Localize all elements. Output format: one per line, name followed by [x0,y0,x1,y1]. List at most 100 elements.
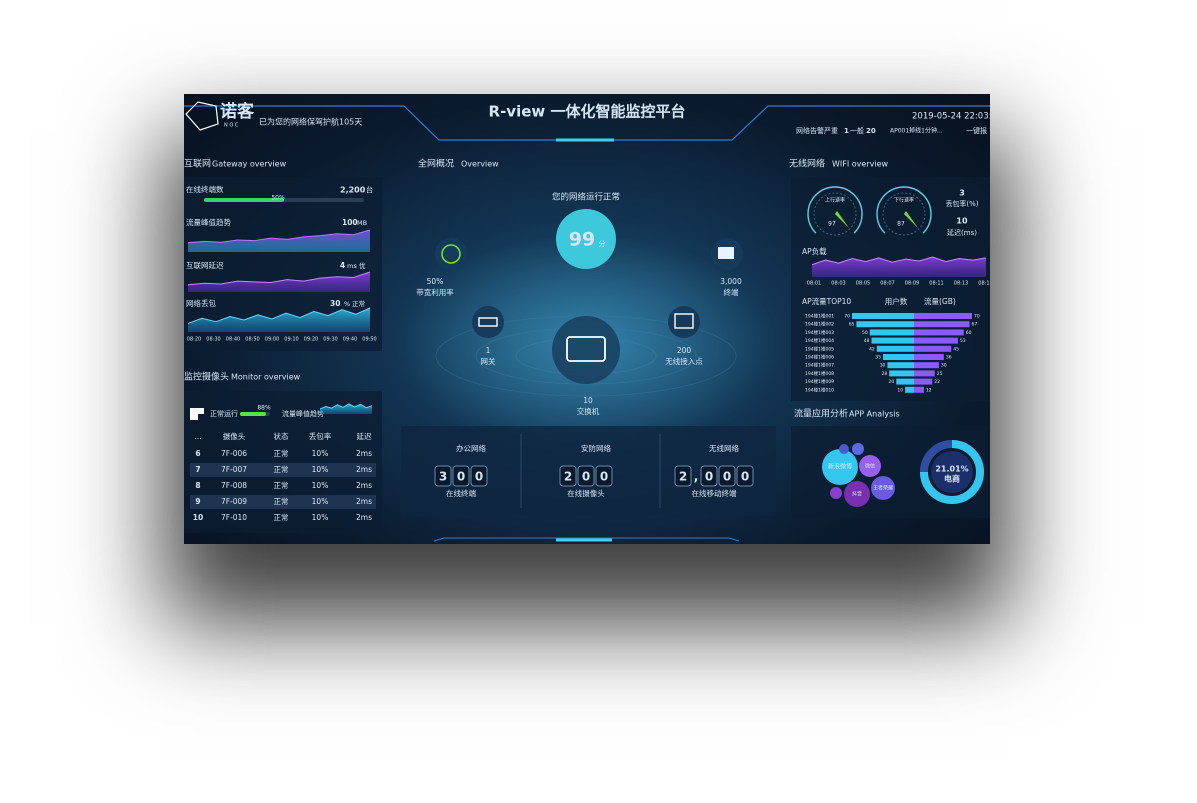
time-label: 08:07 [880,281,894,287]
trend-line [319,403,373,410]
bubble [830,487,842,499]
ap-icon [674,313,694,329]
logo: 诺客 [220,101,255,122]
tagline: 已为您的网络保驾护航105天 [259,117,362,127]
bar [852,313,914,319]
trend-area [812,257,986,277]
alert-severe: 1 [844,127,849,135]
bar [871,337,914,344]
bar [889,370,914,377]
digit-box [595,465,613,487]
label: 台 [366,185,373,194]
digit-box [434,465,452,487]
table-cell: 7F-009 [221,497,247,506]
time-label: 09:50 [362,337,376,343]
network-label: 在线终端 [446,488,476,498]
digit-box [736,465,754,487]
node-value: 1 [486,346,491,355]
table-cell: 10% [312,465,329,474]
network-name: 安防网络 [581,443,611,453]
value-label: 30 [941,363,947,369]
value-label: 20 [889,379,895,385]
terminal-icon [718,247,734,259]
percent: 50% [271,195,285,202]
time-label: 08:09 [905,281,919,287]
digit-box [577,465,595,487]
row-name: 194楼1楼001 [805,313,834,320]
bubble [859,455,881,477]
time-label: 08:03 [831,281,845,287]
score-circle [556,209,616,269]
donut-arc [920,440,984,504]
section-subtitle: Overview [461,160,499,169]
table-cell: 2ms [356,481,372,490]
time-label: 09:40 [343,337,357,343]
section-subtitle: Gateway overview [212,160,287,169]
time-label: 08:01 [807,281,821,287]
digit-box [674,465,692,487]
icon-bg [552,316,620,384]
value-label: 65 [849,322,855,328]
logo-sub: N O C [224,123,239,129]
digit: , [694,470,699,484]
bar [876,345,914,352]
bar [914,386,924,393]
bubble [871,476,895,500]
bubble-label: 王者荣耀 [873,485,893,492]
value-label: 70 [974,314,980,320]
label: 网络丢包 [186,298,216,308]
time-label: 08:20 [187,337,201,343]
value-label: 53 [960,338,966,344]
gauge-label: 上行速率 [825,197,845,204]
section-title: 互联网 [184,159,211,170]
progress-fill [204,198,284,202]
panel [184,391,382,533]
digit-box [470,465,488,487]
digit: 0 [600,470,608,484]
value: 10 [956,217,968,226]
label: 丢包率(%) [945,199,978,208]
time-label: 08:30 [206,337,220,343]
value: 3 [959,189,965,198]
score-unit: 分 [599,239,606,248]
label: % [344,300,350,308]
gauge-inner [882,192,926,236]
value: 30 [330,299,340,308]
table-header: 丢包率 [309,431,332,441]
row-name: 194楼1楼004 [805,337,834,344]
table-cell: 正常 [274,449,289,458]
alert-label: 网络告警严重 [796,126,838,135]
time-label: 09:00 [265,337,279,343]
share-label: 电商 [944,474,960,484]
node-label: 交换机 [577,406,600,416]
time-label: 09:10 [284,337,298,343]
digit-box [700,465,718,487]
value: 4 [340,261,345,270]
router-icon [478,317,498,327]
datetime: 2019-05-24 22:03:35 [912,112,990,122]
bubble [844,481,870,507]
table-cell: 正常 [274,513,289,522]
camera-icon [190,408,204,420]
alert-message: AP001掉线1分钟... [890,127,943,135]
table-cell: 正常 [274,481,289,490]
node-value: 50% [427,277,444,286]
bar [914,337,958,344]
value: 2,200 [340,186,366,195]
digit: 0 [457,470,465,484]
table-cell: 正常 [274,497,289,506]
network-name: 无线网络 [709,443,739,453]
report-button[interactable]: 一键报 [966,126,987,135]
time-label: 09:30 [323,337,337,343]
value-label: 48 [864,338,870,344]
progress-fill [240,412,266,416]
trend-line [811,256,987,266]
network-name: 办公网络 [456,443,486,453]
time-label: 08:40 [226,337,240,343]
bar [887,362,914,369]
label: MB [357,219,367,227]
time-label: 08:50 [245,337,259,343]
node-label: 网关 [481,356,496,366]
